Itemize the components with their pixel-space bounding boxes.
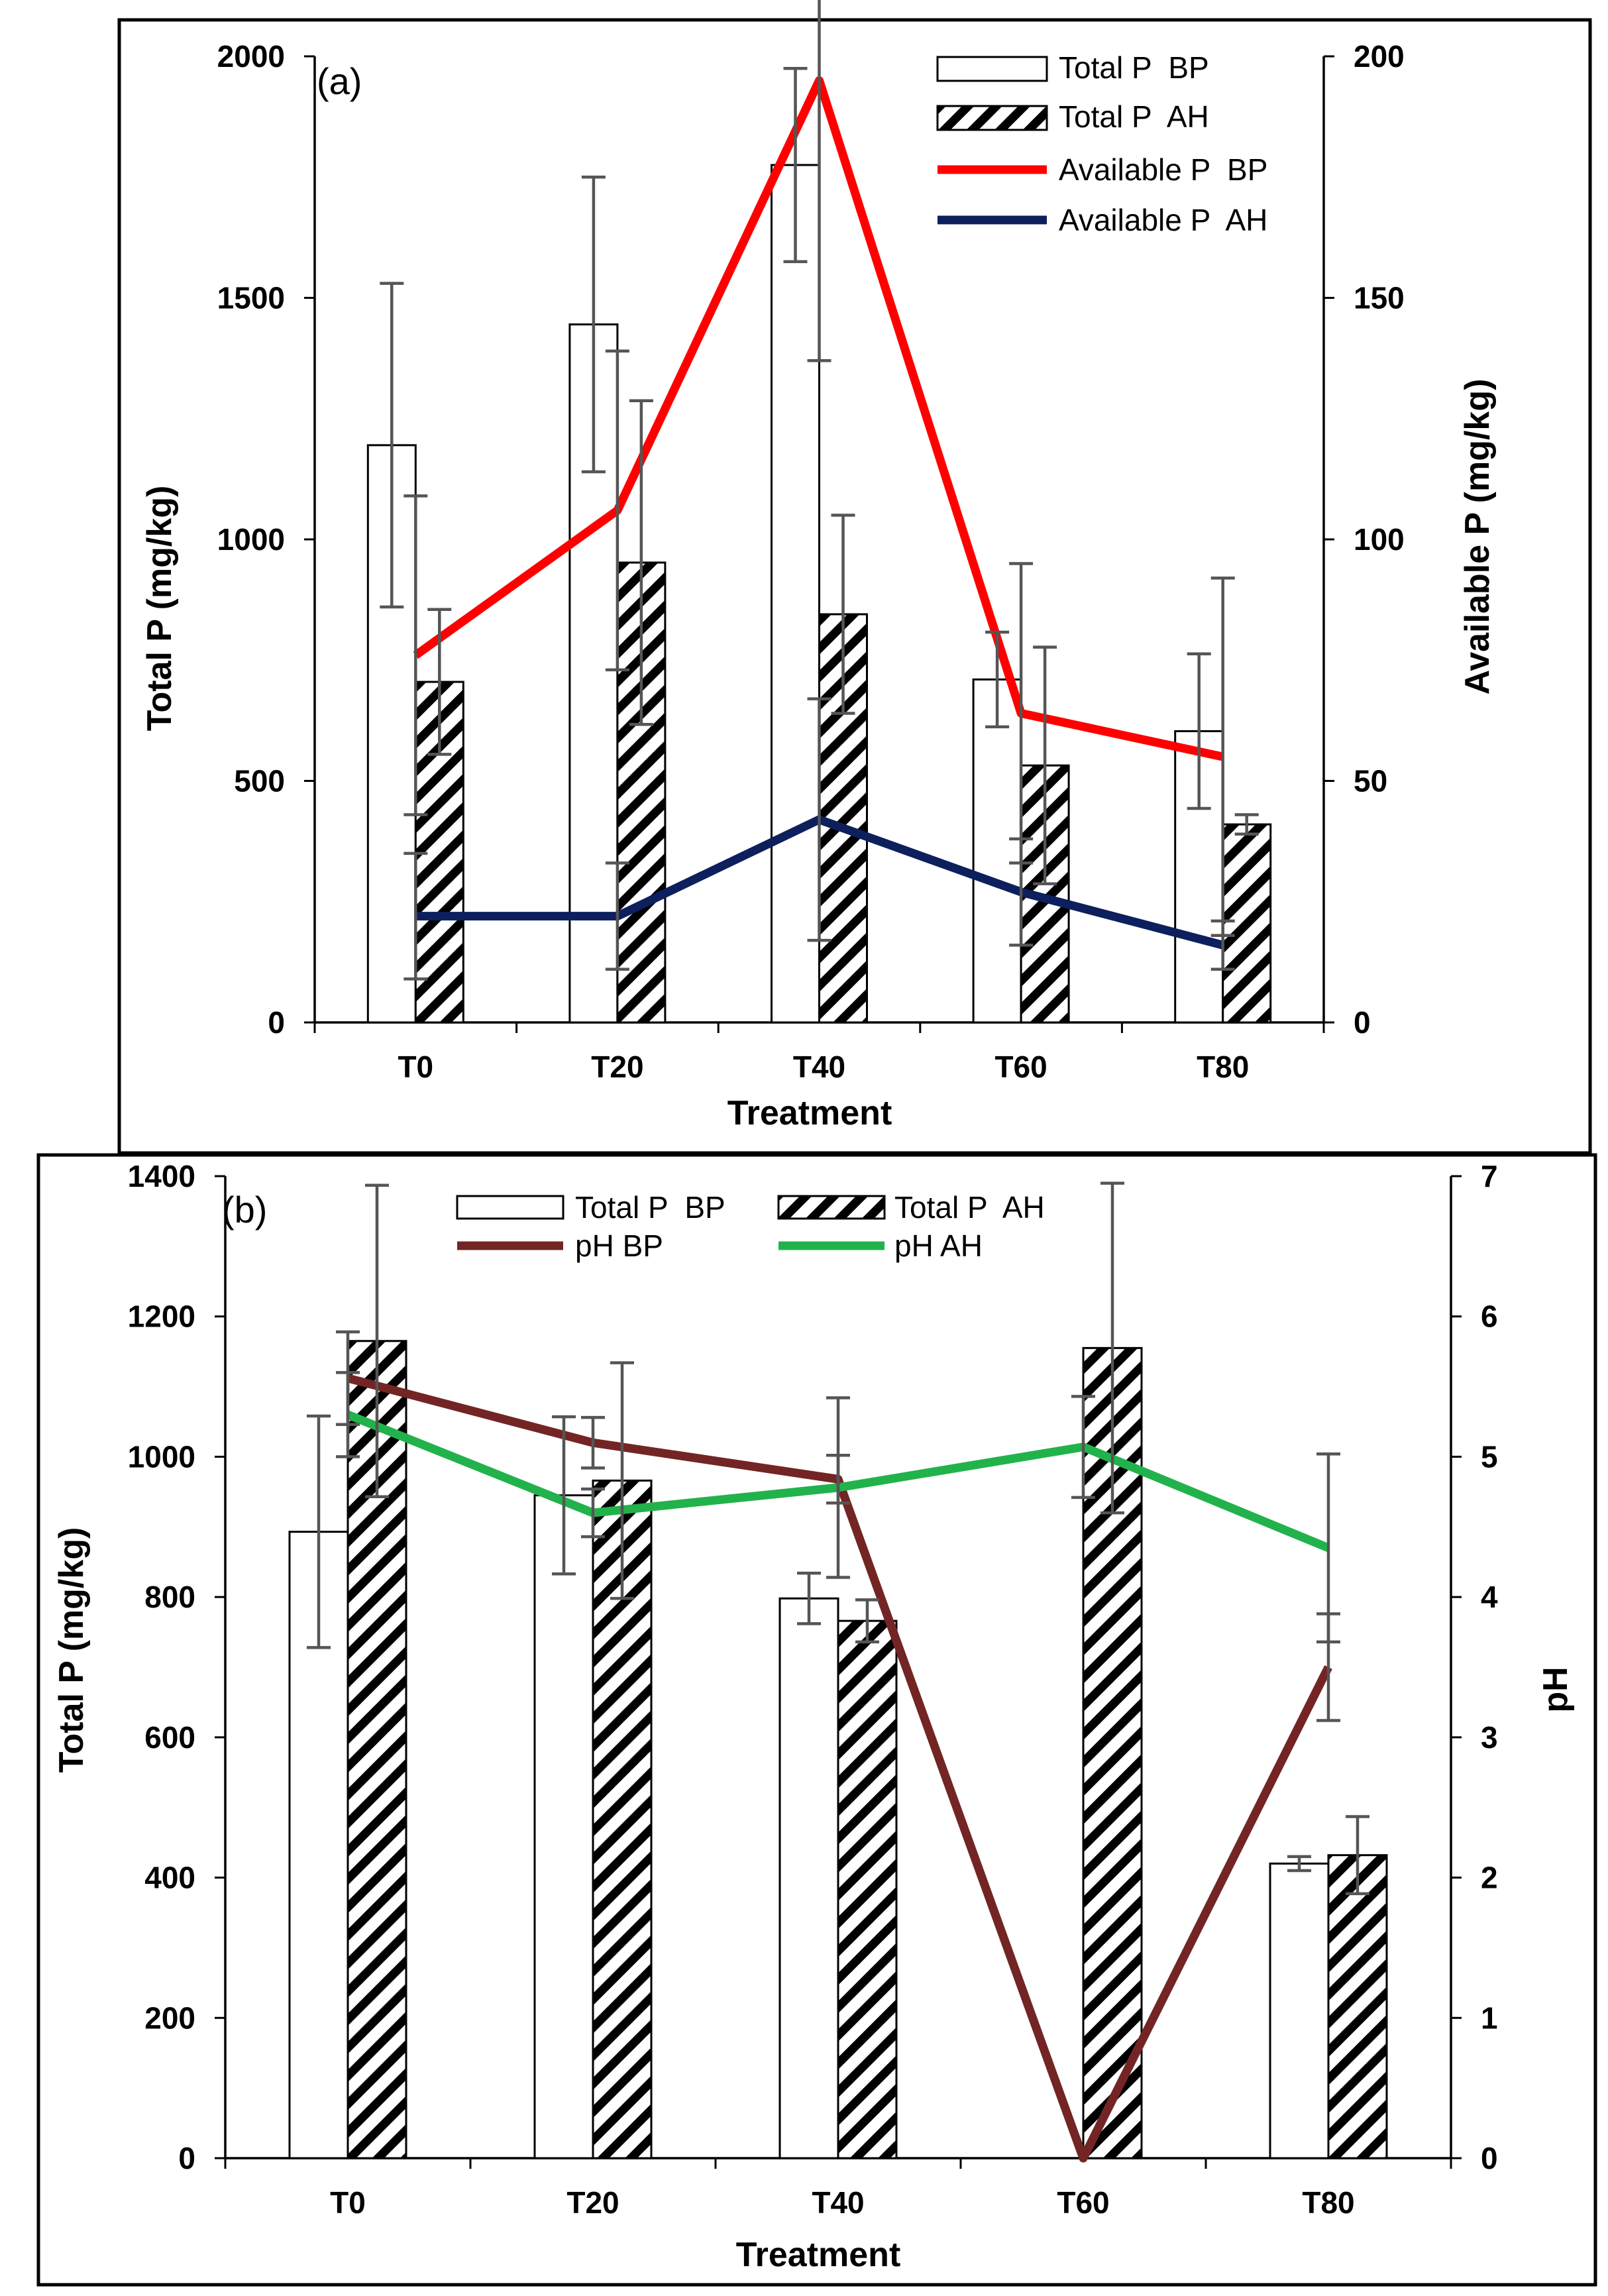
panel-a-x-title: Treatment [727,1094,892,1132]
legend-swatch-total-p-ah [936,105,1048,131]
panel-b: (b) Treatment Total P (mg/kg) pH Total P… [36,1153,1597,2287]
y2-tick-label: 100 [1354,522,1405,557]
legend-label-available-p-ah: Available P AH [1059,203,1267,237]
y2-tick-label: 0 [1354,1005,1371,1040]
x-tick-label-t60: T60 [1057,2185,1109,2220]
panel-b-label: (b) [222,1189,267,1230]
y-tick-label: 2000 [217,39,285,74]
panel-a-label: (a) [317,60,362,102]
y2-tick-label: 5 [1481,1439,1498,1474]
y2-tick-label: 2 [1481,1861,1498,1895]
legend-label-ph-bp: pH BP [575,1229,663,1263]
legend-label-total-p-ah: Total P AH [1059,99,1209,134]
x-tick-label-t40: T40 [793,1050,845,1084]
panel-a-y-title: Total P (mg/kg) [140,486,179,732]
legend-label-total-p-bp: Total P BP [1059,50,1209,85]
legend-label-available-p-bp: Available P BP [1059,152,1267,187]
y-tick-label: 0 [178,2141,195,2175]
legend-label-ph-ah: pH AH [894,1229,983,1263]
x-tick-label-t80: T80 [1302,2185,1354,2220]
panel-a-y2-title: Available P (mg/kg) [1458,379,1497,695]
y-tick-label: 600 [144,1720,195,1755]
y-tick-label: 800 [144,1580,195,1614]
y2-tick-label: 7 [1481,1159,1498,1193]
panel-a: (a) Treatment Total P (mg/kg) Available … [117,0,1592,1155]
legend-label-total-p-bp: Total P BP [575,1190,725,1225]
bar-total-p-bp-t40 [778,1597,839,2159]
panel-b-legend: Total P BP Total P AH pH BP pH AH [456,1190,1045,1263]
x-tick-label-t0: T0 [398,1050,433,1084]
bar-total-p-ah-t40 [837,1619,898,2159]
y-tick-label: 1200 [128,1299,195,1334]
x-tick-label-t80: T80 [1197,1050,1249,1084]
x-tick-label-t0: T0 [330,2185,366,2220]
legend-swatch-total-p-bp [936,56,1048,82]
y-tick-label: 400 [144,1861,195,1895]
legend-swatch-total-p-bp [456,1195,564,1220]
y-tick-label: 500 [234,764,285,798]
y2-tick-label: 3 [1481,1720,1498,1755]
x-tick-label-t60: T60 [994,1050,1047,1084]
y2-tick-label: 200 [1354,39,1405,74]
bar-total-p-bp-t60 [972,678,1022,1024]
bar-total-p-bp-t0 [288,1531,349,2159]
panel-a-frame [117,18,1592,1155]
x-tick-label-t40: T40 [812,2185,864,2220]
x-tick-label-t20: T20 [566,2185,619,2220]
panel-a-legend: Total P BP Total P AH Available P BP Ava… [936,50,1267,237]
panel-b-y-title: Total P (mg/kg) [52,1527,91,1773]
x-tick-label-t20: T20 [591,1050,643,1084]
bar-total-p-bp-t80 [1269,1862,1330,2159]
y-tick-label: 200 [144,2000,195,2035]
bar-total-p-bp-t20 [533,1494,594,2159]
panel-b-y2-title: pH [1536,1667,1575,1712]
y-tick-label: 1400 [128,1159,195,1193]
bar-total-p-ah-t80 [1222,823,1272,1024]
y2-tick-label: 50 [1354,764,1387,798]
panel-b-x-title: Treatment [736,2236,901,2274]
y-tick-label: 0 [268,1005,285,1040]
y2-tick-label: 1 [1481,2000,1498,2035]
panel-b-frame [36,1153,1597,2287]
bar-total-p-ah-t80 [1327,1854,1388,2159]
y-tick-label: 1000 [128,1439,195,1474]
y2-tick-label: 6 [1481,1299,1498,1334]
y2-tick-label: 150 [1354,281,1405,315]
y-tick-label: 1500 [217,281,285,315]
legend-label-total-p-ah: Total P AH [894,1190,1045,1225]
y2-tick-label: 0 [1481,2141,1498,2175]
bar-total-p-bp-t40 [771,164,820,1024]
y-tick-label: 1000 [217,522,285,557]
y2-tick-label: 4 [1481,1580,1498,1614]
legend-swatch-total-p-ah [777,1195,886,1220]
